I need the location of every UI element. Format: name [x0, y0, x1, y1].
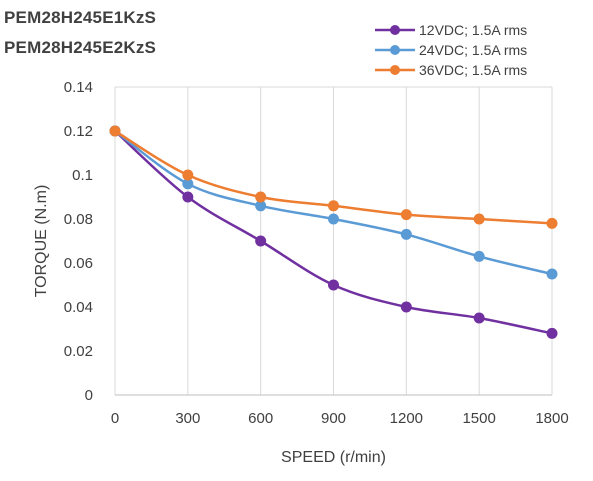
legend-swatch-marker — [390, 25, 400, 35]
y-tick-label: 0.02 — [64, 343, 93, 360]
x-tick-label: 900 — [321, 410, 346, 427]
y-tick-labels: 0 0.02 0.04 0.06 0.08 0.1 0.12 0.14 — [64, 79, 93, 404]
y-tick-label: 0.1 — [72, 167, 93, 184]
y-tick-label: 0.12 — [64, 123, 93, 140]
grid-lines — [114, 86, 553, 396]
data-point — [255, 235, 267, 247]
data-point — [255, 191, 267, 203]
x-tick-label: 300 — [175, 410, 200, 427]
data-point — [400, 228, 412, 240]
y-tick-label: 0.08 — [64, 211, 93, 228]
series-group — [109, 125, 558, 339]
data-point — [182, 191, 194, 203]
chart-title-line-2: PEM28H245E2KzS — [4, 38, 157, 57]
legend-entry: 36VDC; 1.5A rms — [419, 62, 527, 78]
data-point — [328, 200, 339, 212]
data-point — [400, 301, 412, 313]
legend: 12VDC; 1.5A rms 24VDC; 1.5A rms 36VDC; 1.5… — [375, 22, 527, 78]
legend-swatch-marker — [390, 45, 400, 55]
y-tick-label: 0 — [85, 387, 93, 404]
y-tick-label: 0.14 — [64, 79, 93, 96]
data-point — [255, 200, 267, 212]
legend-entry: 12VDC; 1.5A rms — [419, 22, 527, 38]
chart-title-line-1: PEM28H245E1KzS — [4, 8, 157, 27]
data-point — [182, 169, 194, 181]
y-tick-label: 0.04 — [64, 299, 93, 316]
data-point — [328, 213, 339, 225]
x-tick-label: 1800 — [535, 410, 568, 427]
data-point — [109, 125, 121, 137]
data-point — [546, 327, 558, 339]
legend-swatch-marker — [390, 65, 400, 75]
data-point — [473, 250, 485, 262]
legend-entry: 24VDC; 1.5A rms — [419, 42, 527, 58]
data-point — [473, 312, 485, 324]
x-tick-label: 1500 — [462, 410, 495, 427]
x-tick-label: 600 — [248, 410, 273, 427]
x-tick-label: 1200 — [390, 410, 423, 427]
data-point — [546, 217, 558, 229]
data-point — [546, 268, 558, 280]
data-point — [400, 209, 412, 221]
data-point — [182, 178, 194, 190]
x-tick-label: 0 — [111, 410, 119, 427]
x-axis-label: SPEED (r/min) — [281, 449, 386, 466]
x-tick-labels: 0 300 600 900 1200 1500 1800 — [111, 410, 569, 427]
y-tick-label: 0.06 — [64, 255, 93, 272]
data-point — [328, 279, 339, 291]
data-point — [473, 213, 485, 225]
y-axis-label: TORQUE (N.m) — [33, 185, 50, 298]
